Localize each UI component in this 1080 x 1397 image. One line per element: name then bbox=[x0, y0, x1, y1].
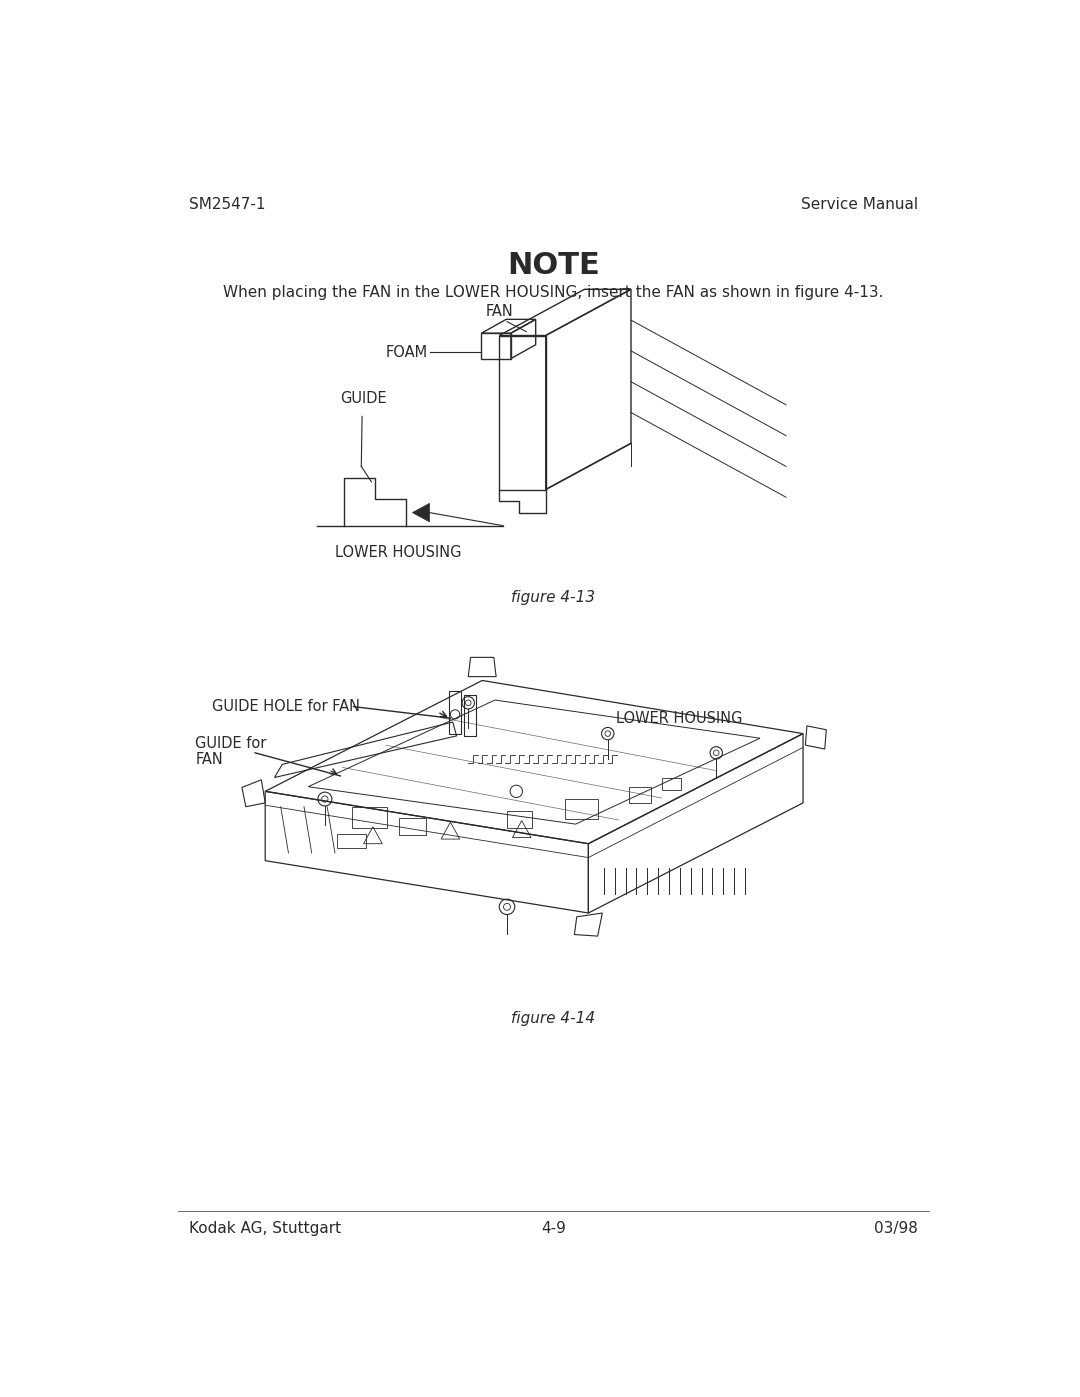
Text: 03/98: 03/98 bbox=[874, 1221, 918, 1236]
Text: When placing the FAN in the LOWER HOUSING, insert the FAN as shown in figure 4-1: When placing the FAN in the LOWER HOUSIN… bbox=[224, 285, 883, 300]
Text: 4-9: 4-9 bbox=[541, 1221, 566, 1236]
Polygon shape bbox=[413, 503, 430, 522]
Text: SM2547-1: SM2547-1 bbox=[189, 197, 266, 212]
Text: NOTE: NOTE bbox=[508, 251, 599, 279]
Text: LOWER HOUSING: LOWER HOUSING bbox=[335, 545, 461, 560]
Text: FOAM: FOAM bbox=[386, 345, 428, 360]
Text: figure 4-14: figure 4-14 bbox=[512, 1011, 595, 1025]
Text: GUIDE: GUIDE bbox=[340, 391, 387, 407]
Text: GUIDE for: GUIDE for bbox=[195, 736, 267, 752]
Text: Service Manual: Service Manual bbox=[800, 197, 918, 212]
Text: FAN: FAN bbox=[485, 303, 513, 319]
Text: figure 4-13: figure 4-13 bbox=[512, 590, 595, 605]
Text: FAN: FAN bbox=[195, 752, 224, 767]
Text: GUIDE HOLE for FAN: GUIDE HOLE for FAN bbox=[213, 698, 361, 714]
Text: LOWER HOUSING: LOWER HOUSING bbox=[616, 711, 742, 725]
Text: Kodak AG, Stuttgart: Kodak AG, Stuttgart bbox=[189, 1221, 341, 1236]
